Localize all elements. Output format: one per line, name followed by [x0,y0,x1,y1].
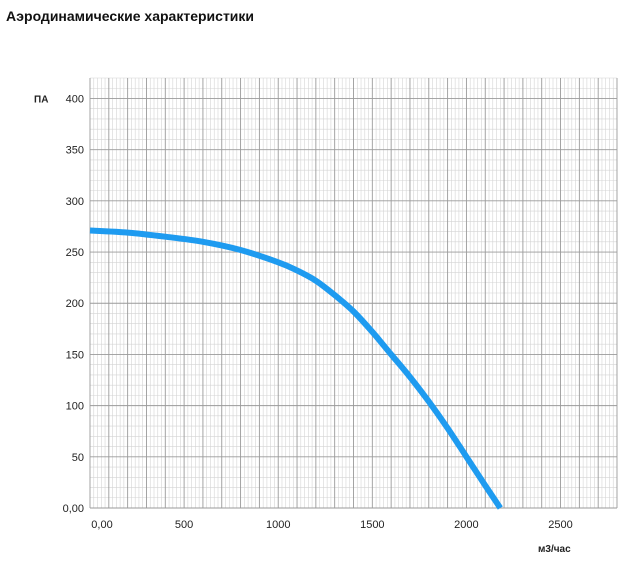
chart-title: Аэродинамические характеристики [6,8,255,24]
y-tick-label: 100 [66,401,84,413]
y-tick-label: 0,00 [63,503,84,515]
y-tick-label: 200 [66,298,84,310]
y-axis-label: ПА [34,94,48,105]
y-tick-label: 350 [66,145,84,157]
y-tick-label: 150 [66,349,84,361]
series-line-0 [89,227,503,510]
curves [89,227,503,510]
x-tick-label: 1000 [266,519,290,531]
grid-major [89,78,618,509]
tick-labels: 0,00 50 100 150 200 250 300 350 400 0,00 500 1000 15… [63,93,573,531]
y-tick-label: 300 [66,196,84,208]
y-tick-label: 250 [66,247,84,259]
x-tick-label: 1500 [360,519,384,531]
x-tick-label: 2500 [548,519,572,531]
y-tick-label: 400 [66,93,84,105]
x-tick-label: 500 [175,519,193,531]
x-tick-label: 0,00 [91,519,112,531]
x-axis-label: м3/час [538,544,571,555]
x-tick-label: 2000 [454,519,478,531]
y-tick-label: 50 [72,452,84,464]
